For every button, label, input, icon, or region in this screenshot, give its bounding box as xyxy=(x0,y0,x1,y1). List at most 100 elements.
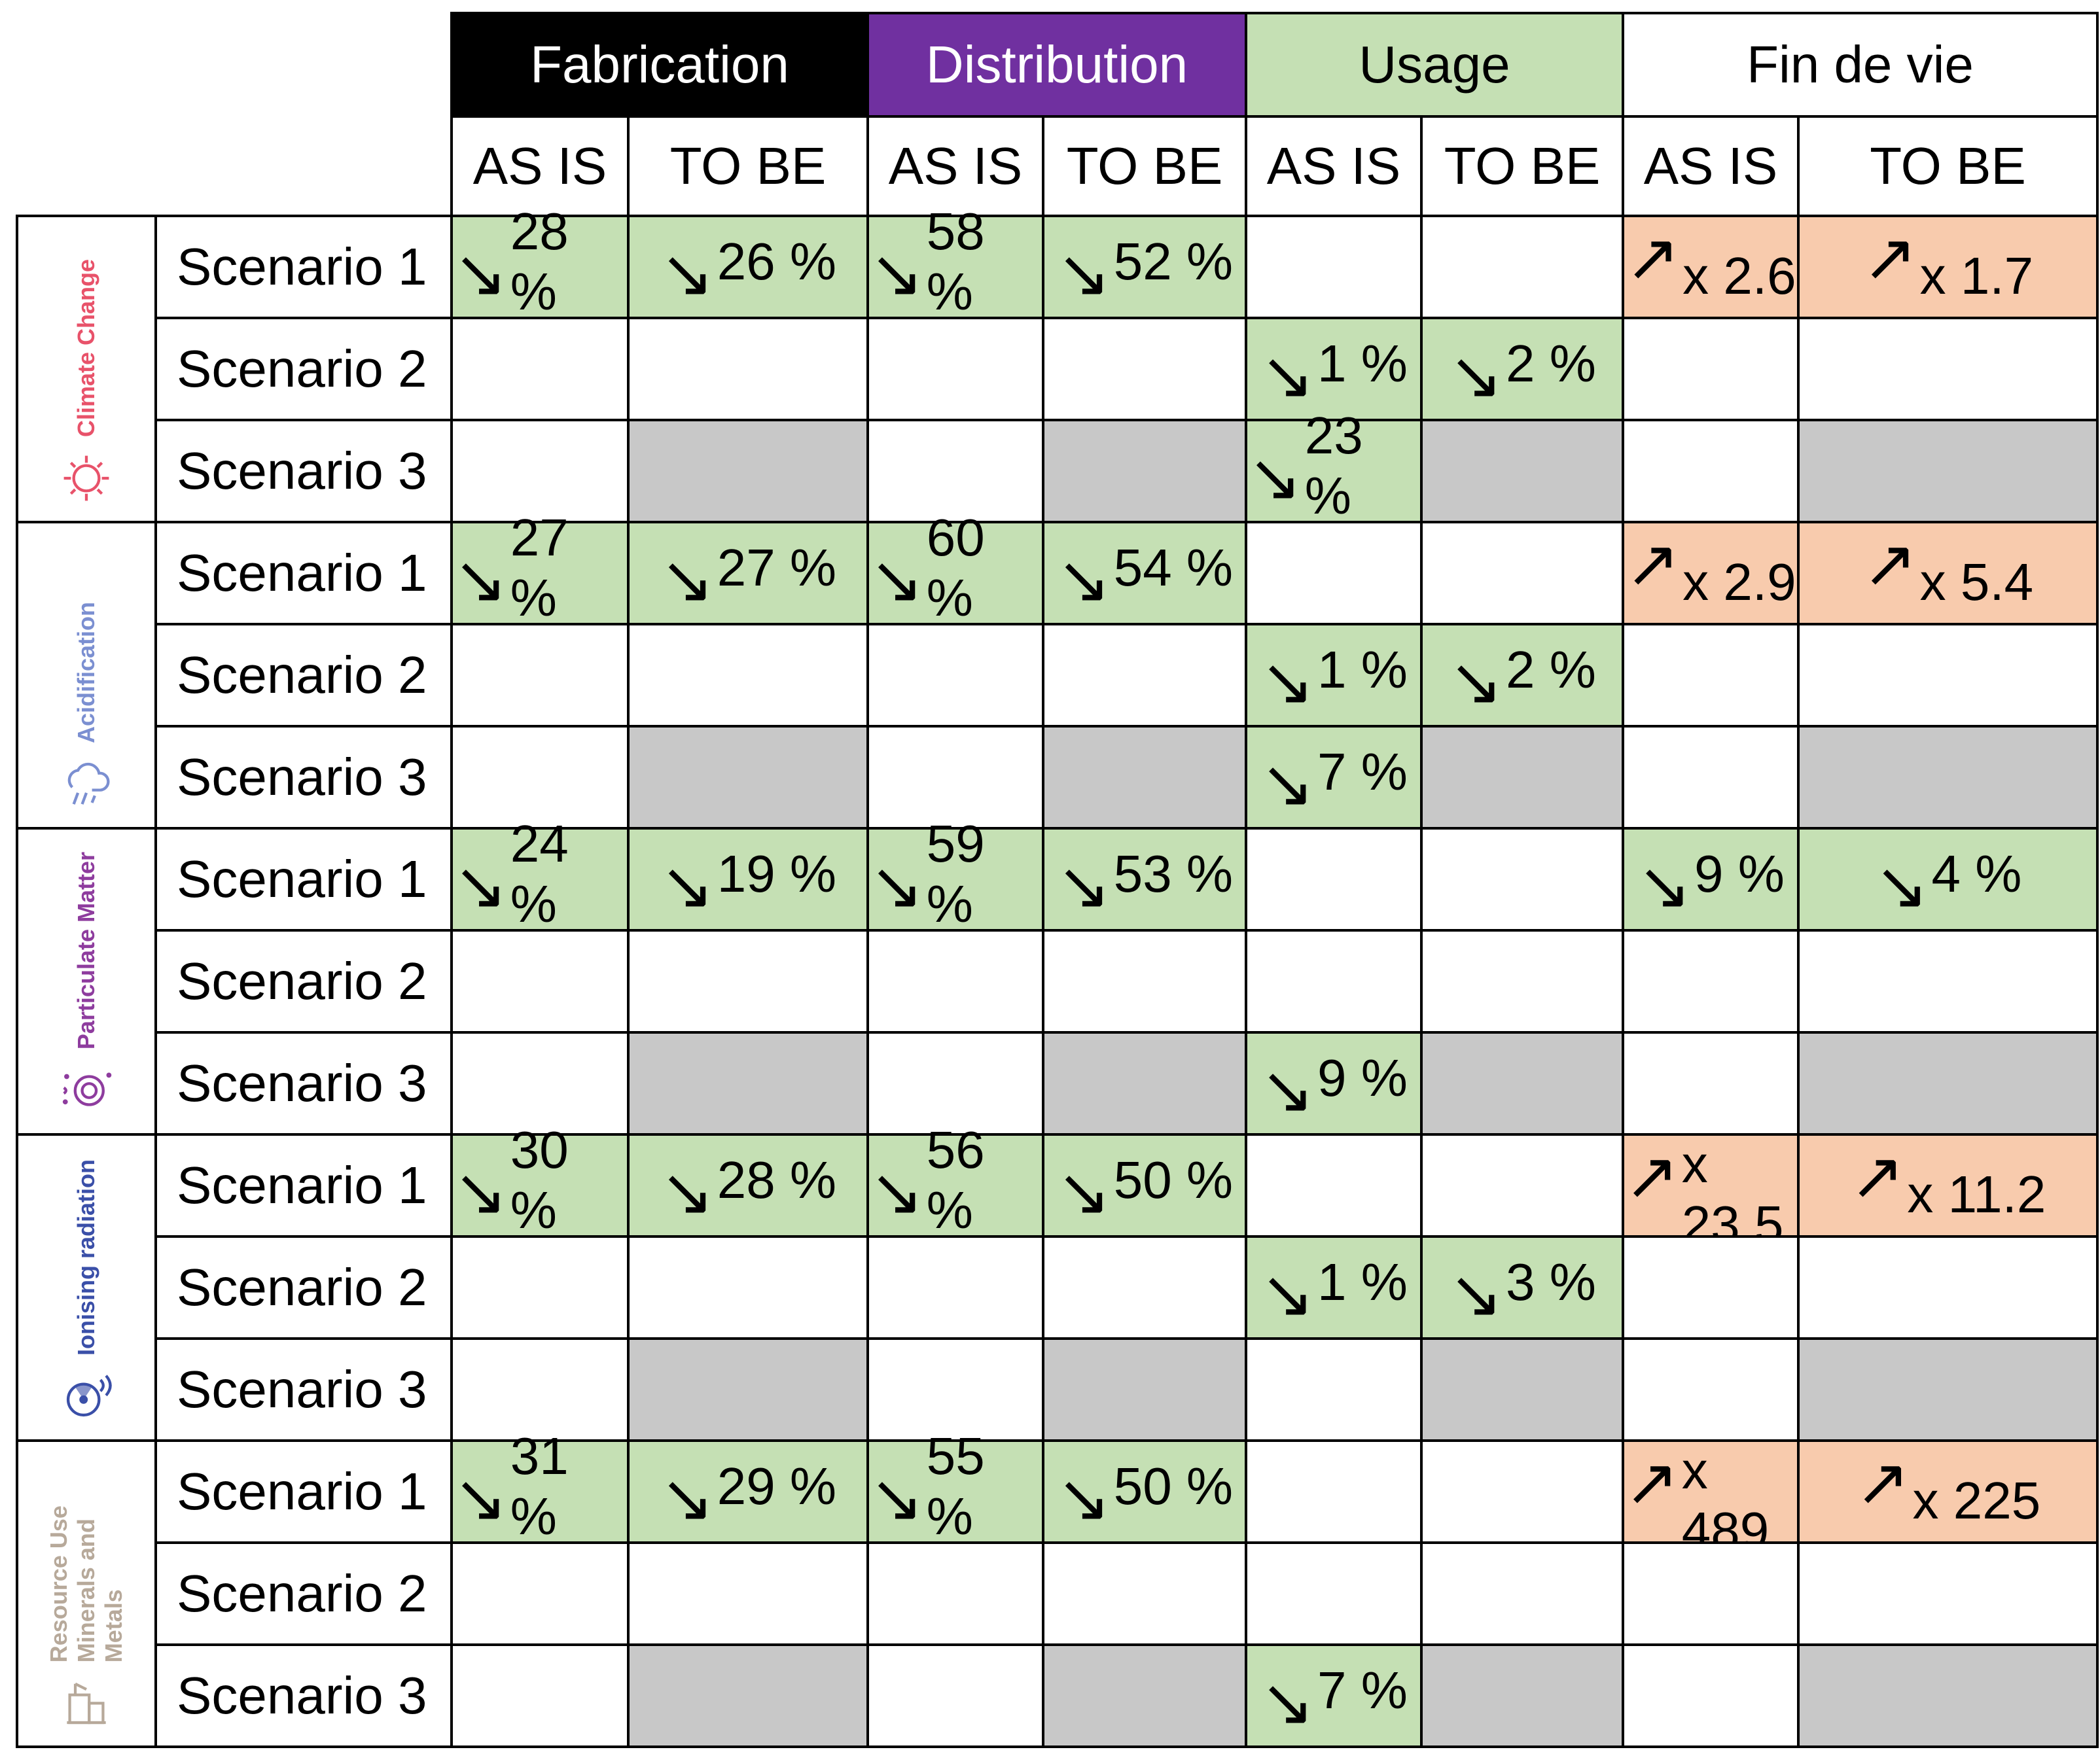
value-text: 31 % xyxy=(510,1427,569,1545)
value-cell xyxy=(866,725,1044,830)
category-label: Ionising radiation xyxy=(73,1159,99,1356)
scenario-label: Scenario 1 xyxy=(154,1439,453,1544)
value-text: 58 % xyxy=(926,202,985,321)
value-cell xyxy=(450,419,630,523)
value-text: 23 % xyxy=(1304,406,1363,525)
subheader: TO BE xyxy=(1797,115,2099,217)
subheader: AS IS xyxy=(1245,115,1423,217)
arrow-down-right-icon: ↘ xyxy=(1448,645,1503,718)
value-cell xyxy=(1622,1235,1800,1340)
category-content: Ionising radiation xyxy=(18,1136,154,1439)
category-content: Resource Use Minerals and Metals xyxy=(18,1442,154,1745)
arrow-down-right-icon: ↘ xyxy=(1260,339,1315,412)
value-text: x 2.6 xyxy=(1682,247,1796,305)
value-cell xyxy=(1042,1541,1247,1646)
value-cell xyxy=(627,1235,869,1340)
phase-header: Usage xyxy=(1245,12,1624,118)
value-text: 9 % xyxy=(1694,845,1785,903)
value-cell xyxy=(1245,1439,1423,1544)
value-cell: ↗ x 11.2 xyxy=(1797,1133,2099,1238)
value-cell: ↘ 52 % xyxy=(1042,215,1247,319)
arrow-down-right-icon: ↘ xyxy=(1247,441,1302,514)
arrow-down-right-icon: ↘ xyxy=(453,237,508,310)
value-cell xyxy=(1622,725,1800,830)
value-cell: ↗ x 23.5 xyxy=(1622,1133,1800,1254)
value-cell xyxy=(1622,1031,1800,1136)
value-cell xyxy=(866,419,1044,523)
value-cell: ↗ x 489 xyxy=(1622,1439,1800,1560)
value-cell xyxy=(450,929,630,1034)
value-text: 60 % xyxy=(926,508,985,627)
value-cell xyxy=(627,1031,869,1136)
scenario-label: Scenario 1 xyxy=(154,1133,453,1238)
value-cell xyxy=(627,623,869,728)
scenario-label: Scenario 1 xyxy=(154,827,453,932)
value-text: 7 % xyxy=(1317,743,1408,801)
value-cell: ↘ 60 % xyxy=(866,508,1044,627)
scenario-label: Scenario 3 xyxy=(154,1643,453,1748)
value-cell: ↗ x 2.9 xyxy=(1622,521,1800,625)
value-text: 30 % xyxy=(510,1121,569,1239)
value-cell xyxy=(1042,1643,1247,1748)
phase-header: Fin de vie xyxy=(1622,12,2099,118)
value-cell xyxy=(450,1235,630,1340)
value-text: x 11.2 xyxy=(1907,1165,2046,1223)
value-cell xyxy=(1797,929,2099,1034)
value-cell xyxy=(1042,419,1247,523)
value-cell: ↘ 23 % xyxy=(1245,406,1423,525)
value-cell xyxy=(1042,317,1247,421)
phase-header: Distribution xyxy=(866,12,1247,118)
arrow-down-right-icon: ↘ xyxy=(869,1462,924,1535)
value-cell xyxy=(627,419,869,523)
arrow-down-right-icon: ↘ xyxy=(1260,747,1315,820)
scenario-label: Scenario 1 xyxy=(154,215,453,319)
value-cell: ↘ 27 % xyxy=(450,508,630,627)
value-cell xyxy=(1042,929,1247,1034)
value-text: 56 % xyxy=(926,1121,985,1239)
value-text: 26 % xyxy=(717,232,837,290)
arrow-down-right-icon: ↘ xyxy=(453,543,508,616)
category-cell: Ionising radiation xyxy=(16,1133,157,1442)
arrow-up-right-icon: ↗ xyxy=(1855,1446,1910,1519)
value-cell: ↗ x 1.7 xyxy=(1797,215,2099,319)
value-cell: ↘ 31 % xyxy=(450,1427,630,1545)
value-cell xyxy=(866,929,1044,1034)
subheader: TO BE xyxy=(1420,115,1624,217)
category-content: Particulate Matter xyxy=(18,830,154,1133)
scenario-label: Scenario 2 xyxy=(154,623,453,728)
value-cell xyxy=(866,623,1044,728)
value-cell xyxy=(1420,929,1624,1034)
value-cell: ↘ 1 % xyxy=(1245,623,1423,728)
value-text: 27 % xyxy=(510,508,569,627)
arrow-down-right-icon: ↘ xyxy=(869,849,924,922)
value-cell: ↘ 50 % xyxy=(1042,1439,1247,1544)
arrow-down-right-icon: ↘ xyxy=(659,1155,715,1229)
value-cell xyxy=(1042,1337,1247,1442)
value-cell xyxy=(1797,1643,2099,1748)
value-cell: ↗ x 225 xyxy=(1797,1439,2099,1544)
category-cell: Climate Change xyxy=(16,215,157,523)
value-cell xyxy=(1797,419,2099,523)
arrow-down-right-icon: ↘ xyxy=(1448,339,1503,412)
value-cell xyxy=(866,317,1044,421)
value-text: 59 % xyxy=(926,815,985,933)
value-text: 24 % xyxy=(510,815,569,933)
value-cell xyxy=(1245,1337,1423,1442)
value-text: 29 % xyxy=(717,1457,837,1515)
value-cell xyxy=(1420,827,1624,932)
value-cell xyxy=(1797,1235,2099,1340)
arrow-down-right-icon: ↘ xyxy=(453,849,508,922)
subheader: TO BE xyxy=(1042,115,1247,217)
value-text: 50 % xyxy=(1113,1151,1234,1209)
value-cell: ↘ 53 % xyxy=(1042,827,1247,932)
value-cell xyxy=(1420,215,1624,319)
mineral-resources-icon xyxy=(67,1683,106,1725)
scenario-label: Scenario 3 xyxy=(154,419,453,523)
value-cell: ↘ 55 % xyxy=(866,1427,1044,1545)
subheader: AS IS xyxy=(1622,115,1800,217)
value-text: 2 % xyxy=(1505,640,1596,699)
value-cell: ↘ 19 % xyxy=(627,827,869,932)
value-text: 27 % xyxy=(717,538,837,597)
value-text: 9 % xyxy=(1317,1049,1408,1107)
